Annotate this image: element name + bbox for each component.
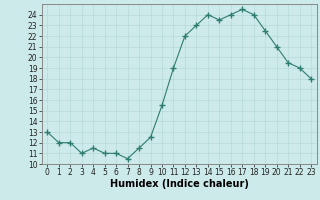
X-axis label: Humidex (Indice chaleur): Humidex (Indice chaleur) (110, 179, 249, 189)
